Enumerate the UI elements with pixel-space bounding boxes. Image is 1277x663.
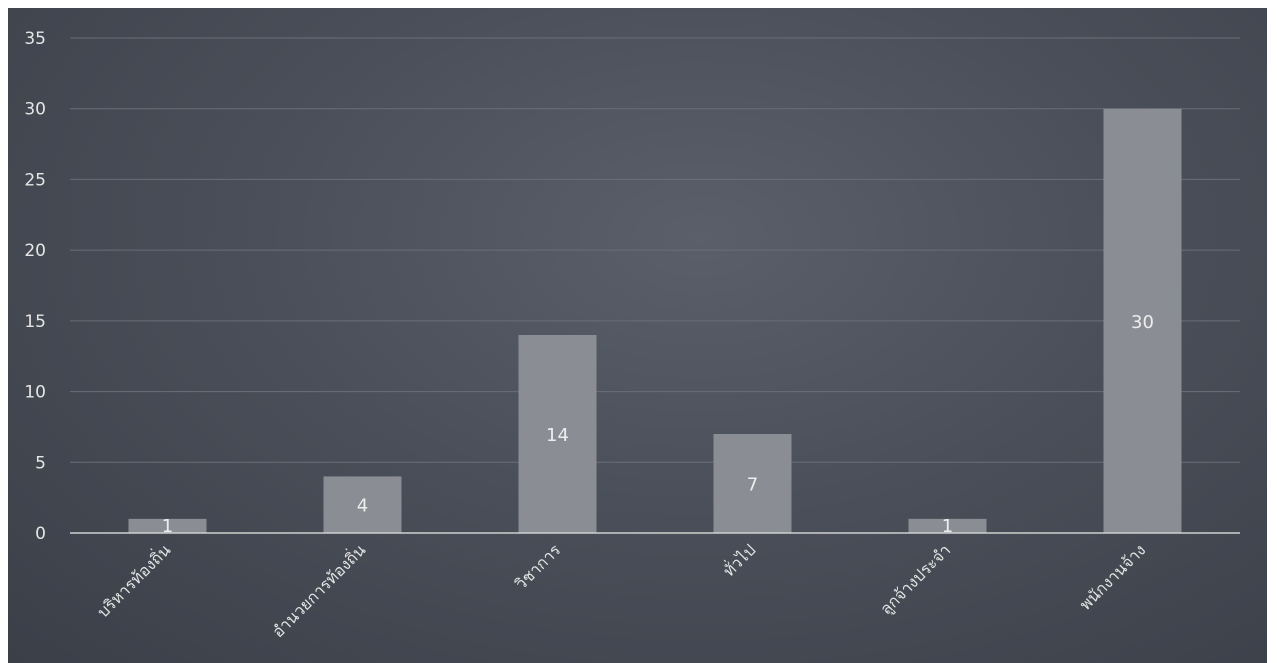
category-labels: บริหารท้องถิ่น อำนวยการท้องถิ่น วิชาการ ทั่…	[92, 539, 1149, 641]
y-tick-label: 30	[24, 100, 46, 120]
gridlines	[70, 37, 1240, 463]
category-label: วิชาการ	[511, 540, 564, 593]
bar	[518, 335, 597, 533]
data-label: 1	[942, 516, 953, 537]
category-label: พนักงานจ้าง	[1076, 540, 1150, 614]
y-tick-label: 5	[35, 453, 46, 473]
category-label: ลูกจ้างประจำ	[876, 540, 955, 619]
y-tick-label: 25	[24, 170, 46, 190]
data-label: 7	[747, 475, 758, 496]
bar	[1103, 108, 1182, 533]
y-tick-label: 0	[35, 524, 46, 544]
bar	[323, 476, 402, 533]
chart-panel: 0 5 10 15 20 25 30 35 1 4 14 7 1 30 บริหารท้องถิ่น อำ…	[8, 8, 1267, 663]
data-label: 4	[357, 496, 368, 517]
y-tick-label: 15	[24, 312, 46, 332]
bar	[713, 434, 792, 533]
bars	[128, 108, 1182, 533]
category-label: อำนวยการท้องถิ่น	[267, 539, 369, 641]
category-label: บริหารท้องถิ่น	[92, 539, 174, 621]
y-tick-label: 20	[24, 241, 46, 261]
data-label: 14	[546, 425, 569, 446]
bar	[128, 518, 207, 533]
y-tick-label: 10	[24, 383, 46, 403]
category-label: ทั่วไป	[718, 539, 760, 581]
bar	[908, 518, 987, 533]
data-label: 1	[162, 516, 173, 537]
y-axis-ticks: 0 5 10 15 20 25 30 35	[24, 29, 46, 544]
data-label: 30	[1131, 312, 1154, 333]
y-tick-label: 35	[24, 29, 46, 49]
